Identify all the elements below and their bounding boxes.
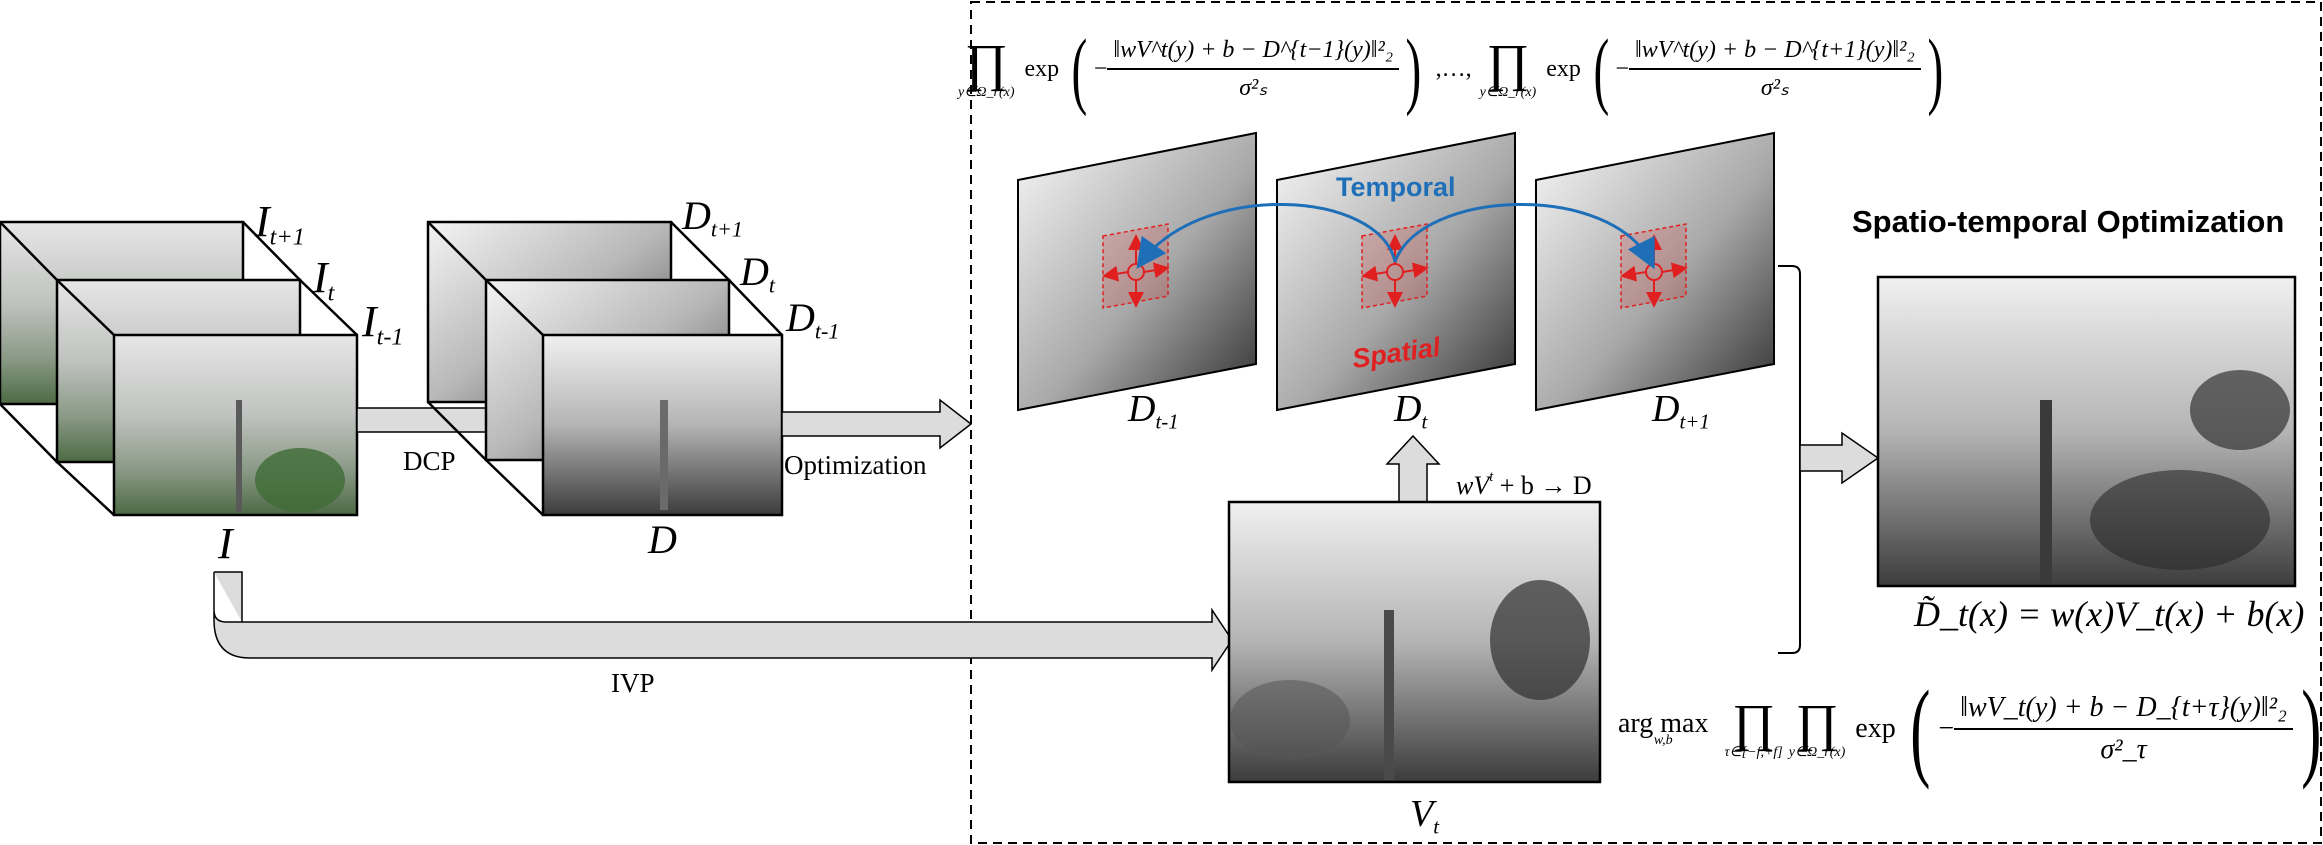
formula-result: D̃_t(x) = w(x)V_t(x) + b(x) <box>1914 594 2305 634</box>
label-frame-right: Dt+1 <box>1652 388 1710 434</box>
label-frame-left: Dt-1 <box>1128 388 1179 434</box>
label-i-stack: I <box>218 519 233 568</box>
label-temporal: Temporal <box>1336 172 1456 202</box>
result-arrow <box>1799 431 1880 485</box>
ivp-arrow-top <box>214 571 243 622</box>
right-brace <box>1778 265 1801 654</box>
ivp-arrow <box>213 572 1233 673</box>
argmax: arg max w,b <box>1618 708 1709 748</box>
depth-pole <box>660 400 668 510</box>
temporal-arc-right <box>1393 203 1655 270</box>
label-ivp: IVP <box>611 668 655 698</box>
product-symbol-2: ∏ y∈Ω_r(x) <box>1479 35 1537 100</box>
label-d-t-minus-1: Dt-1 <box>786 295 840 344</box>
temporal-arc-left <box>1136 203 1397 269</box>
label-i-t-plus-1: It+1 <box>255 197 305 251</box>
label-d-stack: D <box>648 517 677 562</box>
label-frame-mid: Dt <box>1394 388 1428 434</box>
optimization-panel <box>970 1 2322 844</box>
refine-up-arrow <box>1385 434 1441 503</box>
formula-bottom: arg max w,b ∏ τ∈[−f,+f] ∏ y∈Ω_r(x) exp ( − … <box>1618 668 2322 790</box>
spatial-neighborhood-left <box>1102 223 1170 309</box>
label-i-t: It <box>313 253 335 307</box>
label-dcp: DCP <box>403 446 456 476</box>
guidance-image-vt <box>1227 500 1602 784</box>
depth-map-stack <box>426 220 784 517</box>
product-symbol-4: ∏ y∈Ω_r(x) <box>1788 695 1846 760</box>
label-d-t-plus-1: Dt+1 <box>682 193 743 242</box>
optimization-arrow <box>781 398 973 450</box>
label-vt: Vt <box>1410 793 1440 839</box>
spatial-neighborhood-center <box>1361 223 1429 309</box>
label-mapping: wVt + b → D <box>1456 469 1592 500</box>
front-frame-pole <box>236 400 345 512</box>
formula-top: ∏ y∈Ω_r(x) exp ( − ‖wV^t(y) + b − D^{t−1}… <box>958 21 1943 117</box>
product-symbol-1: ∏ y∈Ω_r(x) <box>958 35 1015 100</box>
frame-d-t-plus-1 <box>1535 131 1775 412</box>
label-optimization: Optimization <box>784 450 927 480</box>
title-spatio-temporal: Spatio-temporal Optimization <box>1852 204 2285 239</box>
label-i-t-minus-1: It-1 <box>362 297 404 351</box>
result-image <box>1876 275 2297 588</box>
label-d-t: Dt <box>740 249 776 298</box>
frame-d-t <box>1276 131 1516 412</box>
frame-d-t-minus-1 <box>1017 131 1257 412</box>
product-symbol-3: ∏ τ∈[−f,+f] <box>1724 695 1783 760</box>
